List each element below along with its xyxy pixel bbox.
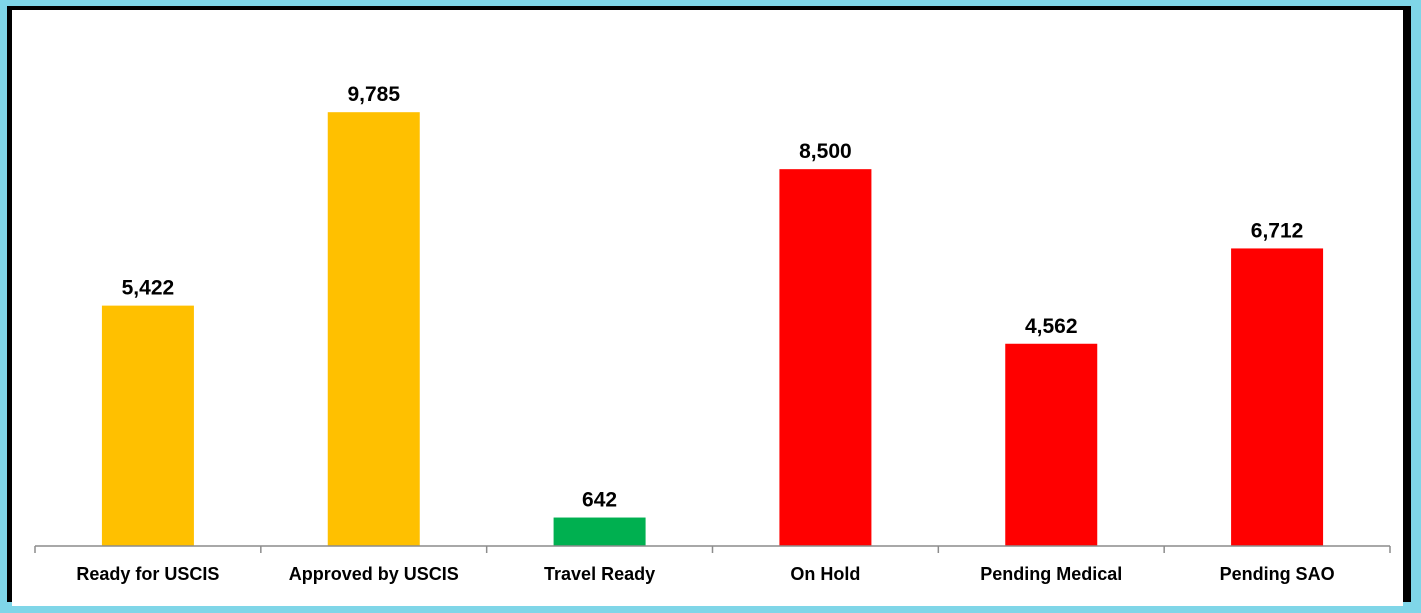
category-labels-group: Ready for USCIS Approved by USCIS Travel R…	[76, 564, 1334, 584]
chart-panel	[12, 10, 1403, 606]
value-labels-group: 5,422 9,785 642 8,500 4,562 6,712	[122, 83, 1304, 511]
x-tick-label: On Hold	[790, 564, 860, 584]
x-tick-label: Travel Ready	[544, 564, 655, 584]
data-label: 6,712	[1251, 219, 1304, 242]
bar-approved-by-uscis	[327, 112, 420, 546]
data-label: 4,562	[1025, 315, 1078, 338]
x-tick-label: Pending Medical	[980, 564, 1122, 584]
x-tick-label: Ready for USCIS	[76, 564, 219, 584]
data-label: 642	[582, 489, 617, 512]
data-label: 5,422	[122, 277, 175, 300]
bar-ready-for-uscis	[101, 305, 194, 546]
data-label: 8,500	[799, 140, 852, 163]
bar-pending-medical	[1005, 343, 1098, 546]
bars-group	[101, 112, 1324, 546]
x-tick-label: Approved by USCIS	[289, 564, 459, 584]
bar-travel-ready	[553, 517, 646, 546]
data-label: 9,785	[347, 83, 400, 106]
bar-on-hold	[779, 169, 872, 546]
x-tick-label: Pending SAO	[1220, 564, 1335, 584]
bar-pending-sao	[1231, 248, 1324, 546]
x-axis-ticks	[34, 546, 1391, 553]
